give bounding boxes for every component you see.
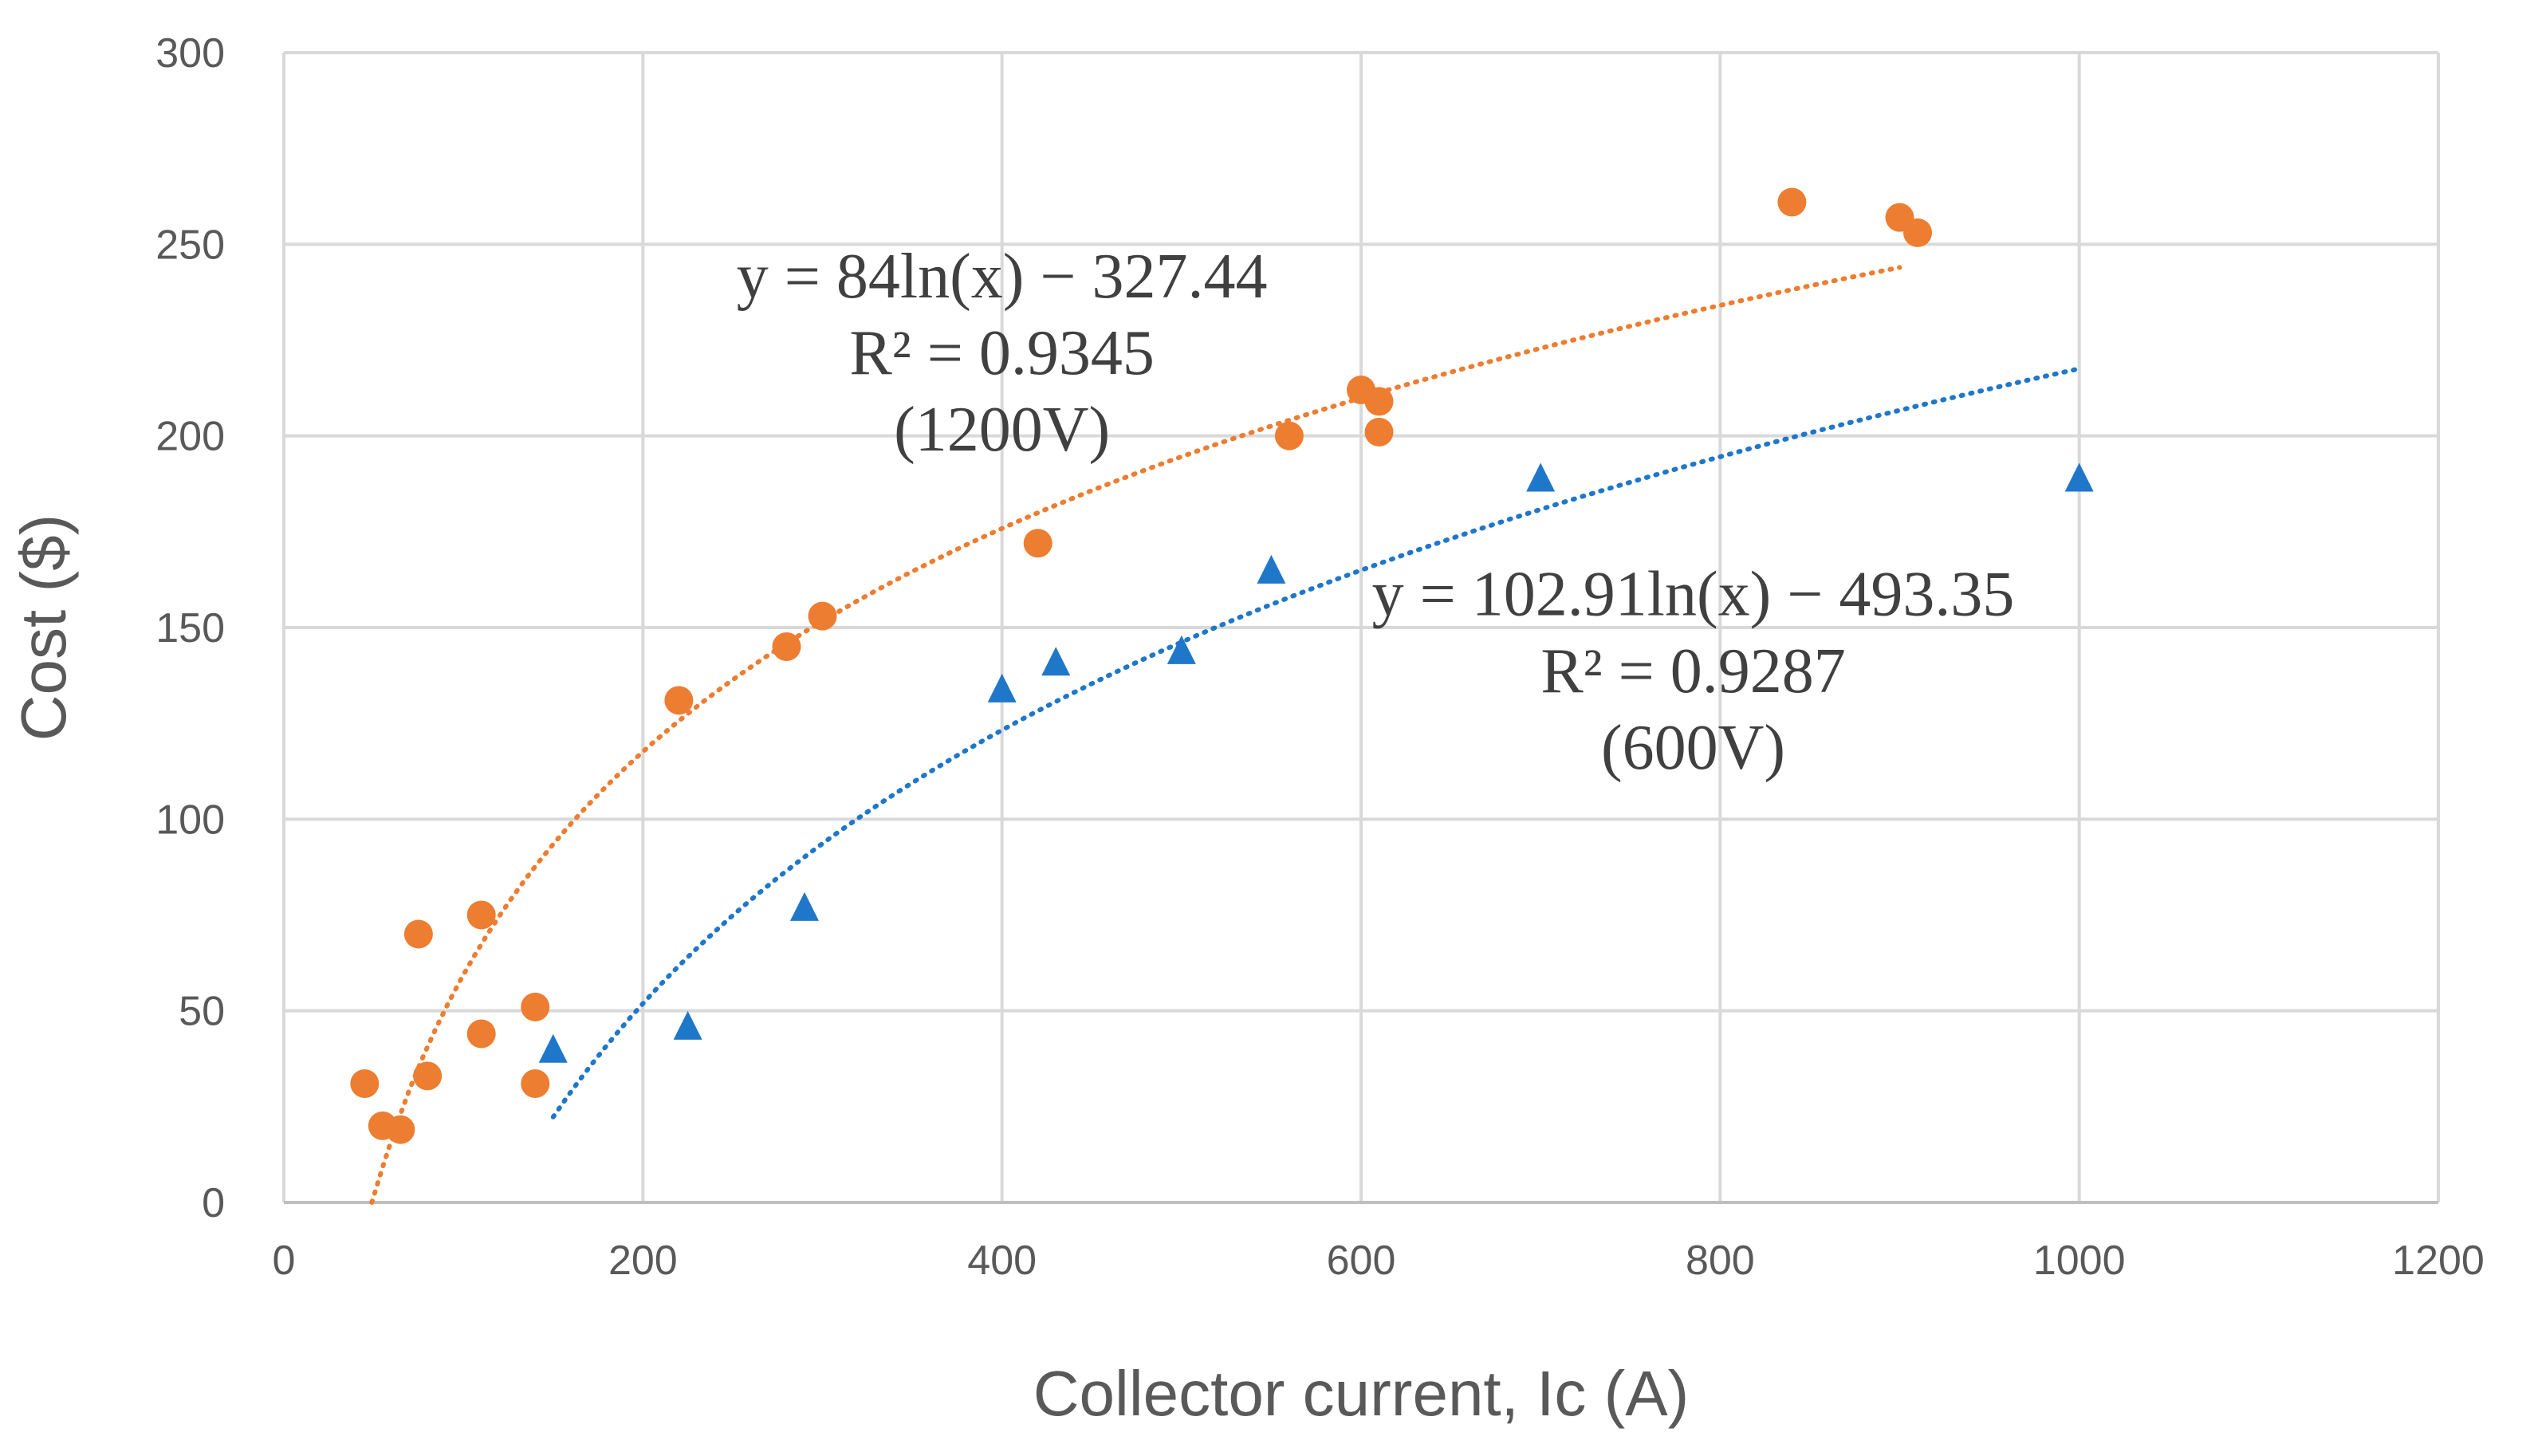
trendline-voltage-label-600V: (600V) [1601, 713, 1785, 783]
data-point-1200V [1364, 387, 1394, 416]
x-tick-label: 400 [967, 1238, 1037, 1284]
data-point-1200V [413, 1061, 443, 1091]
y-tick-label: 100 [155, 797, 225, 843]
y-tick-label: 0 [202, 1180, 225, 1226]
data-point-600V [987, 673, 1017, 702]
data-point-1200V [772, 632, 801, 662]
y-tick-label: 200 [155, 414, 225, 460]
data-point-1200V [386, 1115, 415, 1144]
trendline-r-squared-600V: R² = 0.9287 [1540, 636, 1845, 706]
data-point-1200V [664, 686, 694, 715]
data-point-600V [1167, 635, 1196, 664]
data-point-1200V [1023, 529, 1052, 558]
data-point-600V [789, 891, 819, 921]
data-point-1200V [350, 1068, 380, 1098]
x-tick-label: 1200 [2392, 1238, 2485, 1284]
data-point-1200V [521, 992, 550, 1021]
trendline-r-squared-1200V: R² = 0.9345 [849, 318, 1154, 388]
data-point-1200V [808, 601, 837, 631]
data-point-1200V [466, 1019, 496, 1049]
y-tick-label: 150 [155, 605, 225, 651]
tick-labels: 0 200 400 600 800 1000 1200 0 50 100 150 200 250 300 [155, 30, 2485, 1284]
data-point-600V [2064, 462, 2094, 492]
x-tick-label: 1000 [2033, 1238, 2126, 1284]
trendline-equation-1200V: y = 84ln(x) − 327.44 [737, 242, 1268, 312]
x-axis-title: Collector current, Ic (A) [1033, 1358, 1689, 1429]
data-point-600V [673, 1010, 702, 1040]
data-point-600V [1257, 554, 1286, 584]
x-tick-label: 200 [608, 1238, 678, 1284]
data-point-1200V [466, 900, 496, 930]
data-point-600V [538, 1033, 568, 1063]
y-tick-label: 300 [155, 30, 225, 77]
y-axis-title: Cost ($) [8, 514, 79, 742]
data-point-1200V [1777, 187, 1807, 217]
trendline-equation-600V: y = 102.91ln(x) − 493.35 [1372, 560, 2015, 630]
trendline-600V [550, 366, 2082, 1120]
gridlines [282, 51, 2440, 1204]
data-point-1200V [521, 1068, 550, 1098]
x-tick-label: 800 [1686, 1238, 1755, 1284]
data-point-1200V [403, 919, 433, 949]
y-tick-label: 250 [155, 222, 225, 268]
data-point-1200V [1274, 421, 1304, 451]
x-tick-label: 600 [1327, 1238, 1396, 1284]
trendlines [369, 265, 2082, 1205]
data-point-600V [1041, 647, 1071, 676]
trendline-voltage-label-1200V: (1200V) [894, 395, 1110, 465]
y-tick-label: 50 [179, 989, 225, 1035]
data-point-600V [1526, 462, 1556, 492]
trendline-1200V [369, 265, 1902, 1205]
data-point-1200V [1364, 417, 1394, 447]
x-tick-label: 0 [273, 1238, 296, 1284]
data-point-1200V [1903, 218, 1933, 247]
data-points [350, 187, 2094, 1144]
